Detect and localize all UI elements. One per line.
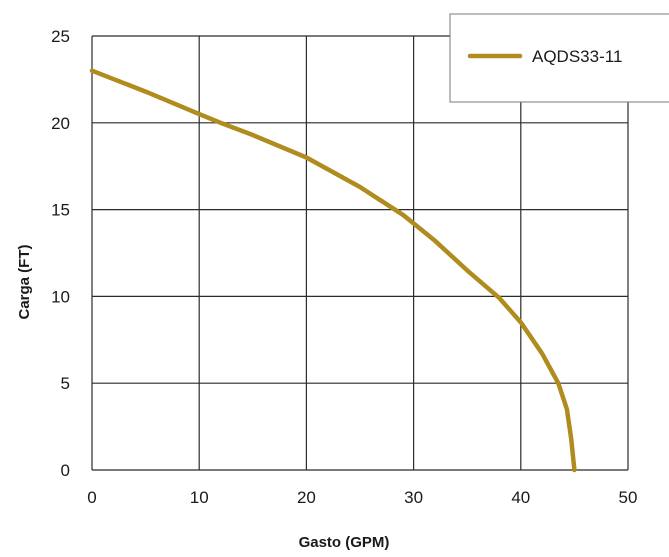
y-tick-label: 15 <box>51 201 70 220</box>
x-tick-label: 40 <box>511 488 530 507</box>
x-tick-label: 0 <box>87 488 96 507</box>
legend-label: AQDS33-11 <box>532 47 622 66</box>
x-tick-label: 50 <box>619 488 638 507</box>
y-tick-label: 5 <box>61 374 70 393</box>
grid <box>91 35 629 471</box>
x-axis-label: Gasto (GPM) <box>299 534 390 551</box>
x-tick-label: 10 <box>190 488 209 507</box>
x-tick-label: 20 <box>297 488 316 507</box>
y-tick-label: 10 <box>51 287 70 306</box>
tick-labels: 0 10 20 30 40 50 0 5 10 15 20 25 <box>51 27 637 507</box>
y-tick-label: 20 <box>51 114 70 133</box>
y-tick-label: 25 <box>51 27 70 46</box>
y-axis-label: Carga (FT) <box>16 244 33 319</box>
series-layer <box>89 68 577 473</box>
series-line <box>89 68 577 473</box>
x-tick-label: 30 <box>404 488 423 507</box>
legend: AQDS33-11 <box>449 13 669 103</box>
y-tick-label: 0 <box>61 461 70 480</box>
